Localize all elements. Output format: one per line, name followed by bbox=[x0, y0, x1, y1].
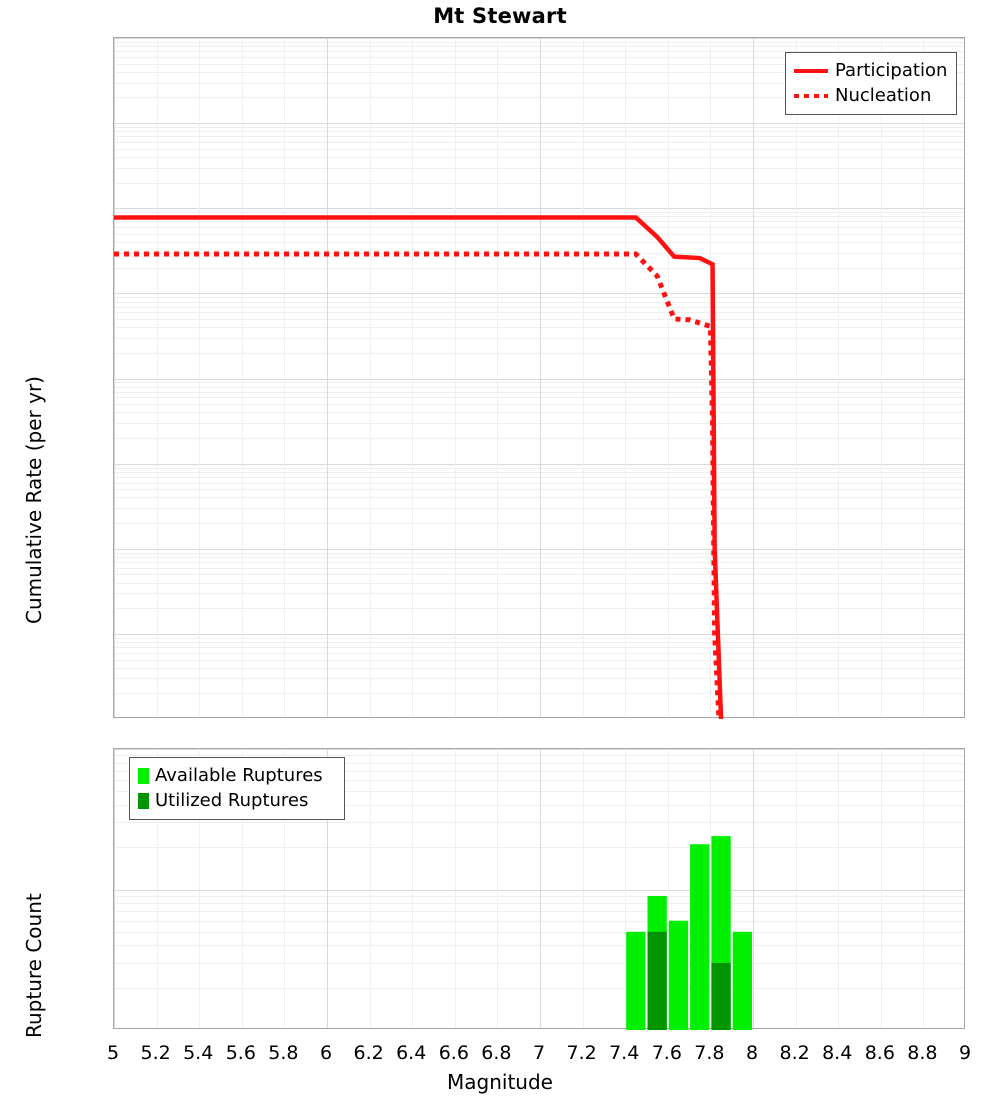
x-tick-label: 5 bbox=[107, 1042, 119, 1064]
x-tick-label: 7.2 bbox=[566, 1042, 596, 1064]
x-tick-label: 5.2 bbox=[140, 1042, 170, 1064]
top-plot-legend: Participation Nucleation bbox=[785, 52, 957, 115]
legend-label-utilized-ruptures: Utilized Ruptures bbox=[155, 790, 308, 811]
x-tick-label: 6.4 bbox=[396, 1042, 426, 1064]
legend-item-available-ruptures[interactable]: Available Ruptures bbox=[138, 763, 336, 788]
figure-root: Mt Stewart 10−210−310−410−510−610−710−81… bbox=[0, 0, 1000, 1100]
x-tick-label: 8.2 bbox=[779, 1042, 809, 1064]
available-rupture-bar bbox=[733, 932, 752, 1030]
utilized-ruptures-swatch-icon bbox=[138, 793, 149, 809]
page-title: Mt Stewart bbox=[0, 4, 1000, 28]
x-tick-label: 7 bbox=[533, 1042, 545, 1064]
x-tick-label: 8 bbox=[746, 1042, 758, 1064]
nucleation-line-icon bbox=[794, 94, 828, 98]
series-nucleation bbox=[114, 254, 719, 719]
utilized-rupture-bar bbox=[711, 963, 730, 1030]
participation-line-icon bbox=[794, 69, 828, 73]
utilized-rupture-bar bbox=[648, 932, 667, 1030]
x-tick-label: 6.2 bbox=[353, 1042, 383, 1064]
x-axis-label: Magnitude bbox=[0, 1070, 1000, 1094]
x-tick-label: 7.8 bbox=[694, 1042, 724, 1064]
bottom-plot-legend: Available Ruptures Utilized Ruptures bbox=[129, 757, 345, 820]
legend-label-participation: Participation bbox=[835, 60, 947, 81]
x-tick-label: 6.8 bbox=[481, 1042, 511, 1064]
legend-label-nucleation: Nucleation bbox=[835, 85, 931, 106]
x-tick-label: 6 bbox=[320, 1042, 332, 1064]
x-tick-label: 5.8 bbox=[268, 1042, 298, 1064]
top-plot-area bbox=[113, 37, 965, 718]
x-tick-label: 6.6 bbox=[439, 1042, 469, 1064]
legend-item-utilized-ruptures[interactable]: Utilized Ruptures bbox=[138, 788, 336, 813]
legend-item-nucleation[interactable]: Nucleation bbox=[794, 83, 948, 108]
x-tick-label: 5.4 bbox=[183, 1042, 213, 1064]
x-tick-label: 5.6 bbox=[226, 1042, 256, 1064]
x-tick-label: 7.4 bbox=[609, 1042, 639, 1064]
x-tick-label: 8.6 bbox=[865, 1042, 895, 1064]
top-plot-curves bbox=[114, 38, 966, 719]
available-rupture-bar bbox=[626, 932, 645, 1030]
available-rupture-bar bbox=[669, 921, 688, 1030]
available-ruptures-swatch-icon bbox=[138, 768, 149, 784]
x-tick-label: 8.4 bbox=[822, 1042, 852, 1064]
series-participation bbox=[114, 217, 721, 719]
top-plot-y-axis-label: Cumulative Rate (per yr) bbox=[22, 376, 46, 624]
legend-item-participation[interactable]: Participation bbox=[794, 58, 948, 83]
x-tick-label: 9 bbox=[959, 1042, 971, 1064]
x-tick-label: 7.6 bbox=[652, 1042, 682, 1064]
bottom-plot-y-axis-label: Rupture Count bbox=[22, 893, 46, 1038]
available-rupture-bar bbox=[690, 844, 709, 1030]
x-tick-label: 8.8 bbox=[907, 1042, 937, 1064]
legend-label-available-ruptures: Available Ruptures bbox=[155, 765, 323, 786]
